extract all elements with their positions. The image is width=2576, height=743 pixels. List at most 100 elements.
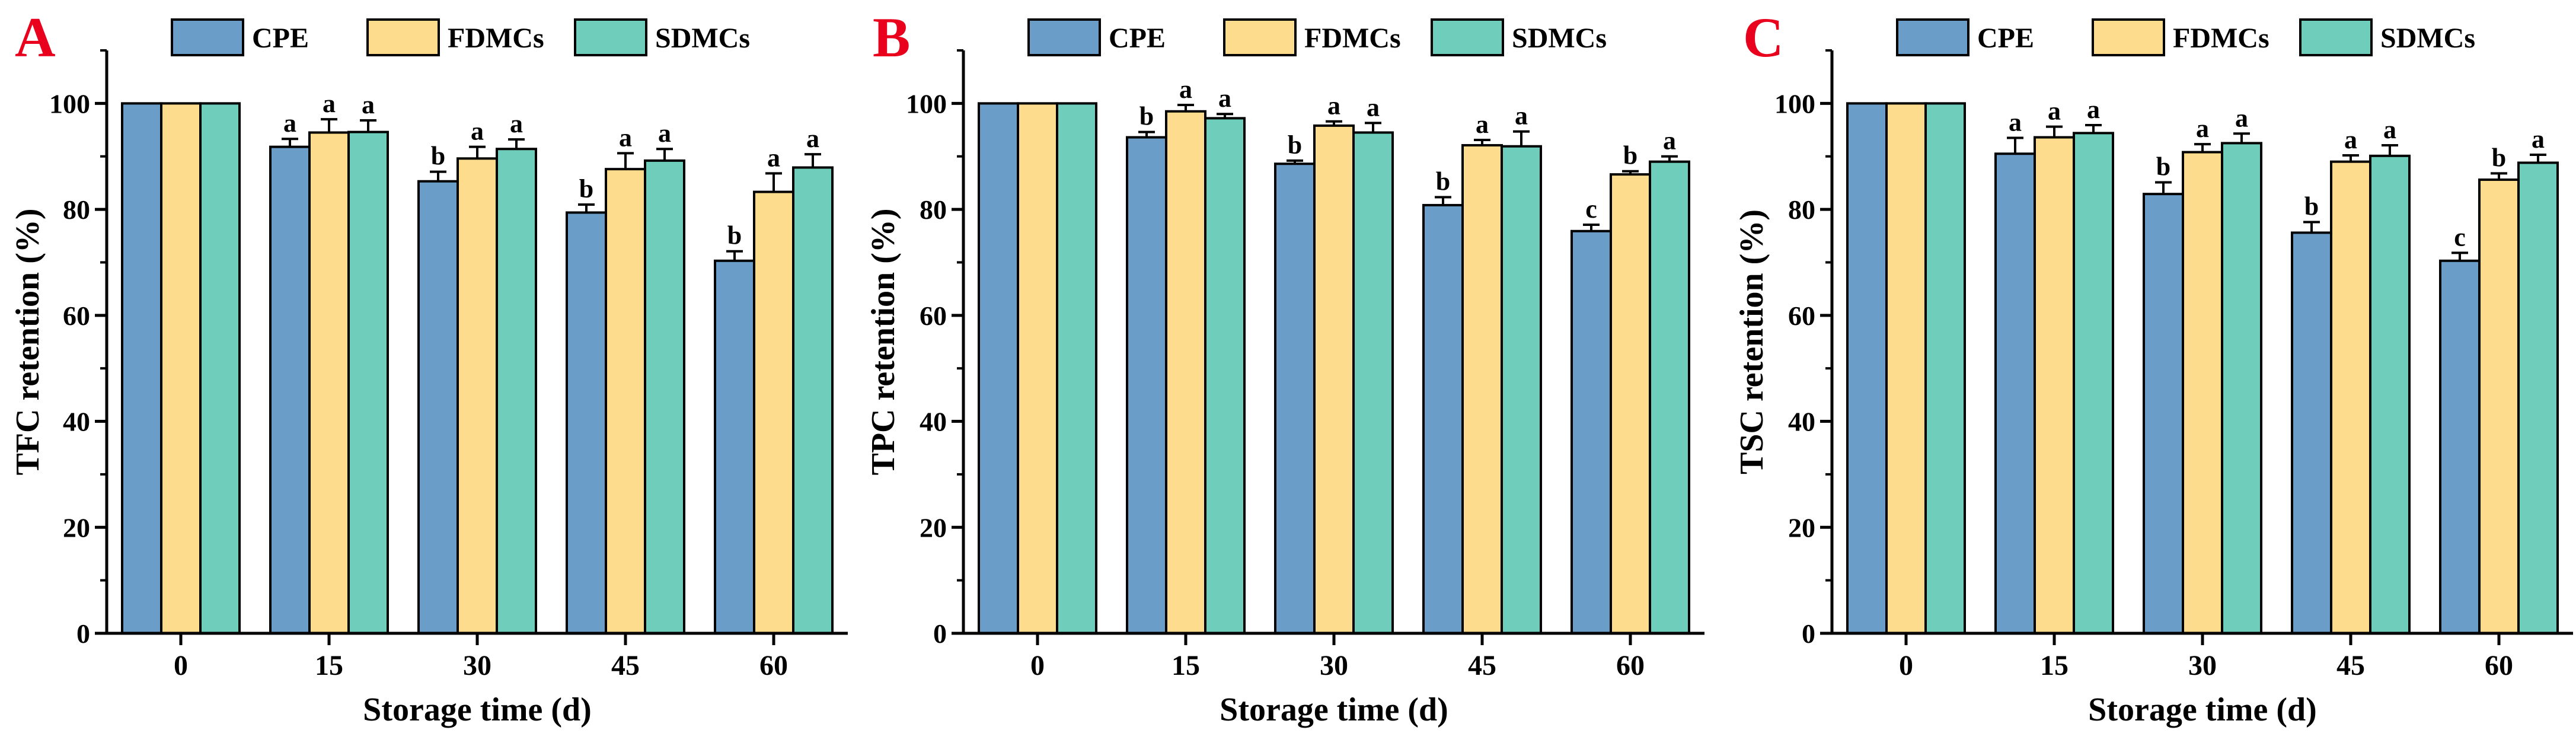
bar-cpe-60 — [1571, 229, 1612, 635]
y-tick-label: 60 — [920, 301, 947, 331]
y-tick-label: 40 — [63, 407, 90, 437]
y-tick-label: 0 — [933, 618, 947, 649]
bar-sdmcs-0 — [199, 102, 241, 634]
significance-letter: a — [510, 109, 523, 138]
bar-fdmcs-15 — [2034, 136, 2075, 635]
bar-fdmcs-30 — [457, 157, 498, 634]
x-tick-label: 60 — [2485, 650, 2513, 681]
significance-letter: a — [806, 124, 819, 153]
significance-letter: a — [1663, 126, 1676, 155]
bar-cpe-0 — [1846, 102, 1888, 634]
bar-fdmcs-0 — [1885, 102, 1927, 634]
y-tick-label: 60 — [1788, 301, 1815, 331]
bar-cpe-15 — [1126, 136, 1167, 635]
bar-cpe-60 — [2439, 259, 2481, 635]
legend: CPE FDMCs SDMCs — [1896, 18, 2475, 56]
bar-sdmcs-45 — [2369, 154, 2411, 635]
significance-letter: a — [2196, 114, 2209, 143]
legend-label-fdmcs: FDMCs — [1304, 23, 1401, 54]
legend-swatch-fdmcs — [2092, 18, 2165, 56]
significance-letter: b — [727, 221, 742, 250]
bar-fdmcs-60 — [2478, 178, 2520, 634]
legend-label-sdmcs: SDMCs — [655, 23, 750, 54]
significance-letter: a — [1327, 91, 1340, 120]
bar-cpe-60 — [714, 259, 755, 635]
bar-fdmcs-15 — [308, 131, 350, 635]
legend: CPE FDMCs SDMCs — [1027, 18, 1607, 56]
x-axis-title: Storage time (d) — [1220, 691, 1448, 728]
bar-cpe-15 — [269, 145, 311, 634]
bar-sdmcs-60 — [792, 166, 834, 634]
bar-cpe-30 — [1274, 162, 1316, 635]
bar-sdmcs-30 — [2221, 142, 2262, 635]
bar-cpe-0 — [978, 102, 1019, 634]
legend-label-fdmcs: FDMCs — [2173, 23, 2269, 54]
bar-fdmcs-45 — [1461, 144, 1503, 634]
bar-cpe-45 — [2291, 231, 2332, 635]
bar-cpe-45 — [1422, 203, 1464, 634]
bar-fdmcs-15 — [1165, 110, 1206, 634]
bar-sdmcs-45 — [1501, 145, 1542, 635]
legend-label-fdmcs: FDMCs — [448, 23, 544, 54]
y-tick-label: 80 — [1788, 194, 1815, 225]
significance-letter: c — [2454, 222, 2466, 251]
legend: CPE FDMCs SDMCs — [171, 18, 750, 56]
bar-fdmcs-60 — [1610, 173, 1651, 634]
significance-letter: a — [767, 143, 780, 172]
significance-letter: a — [283, 109, 296, 138]
panel-letter: C — [1743, 6, 1784, 69]
x-axis-title: Storage time (d) — [363, 691, 592, 728]
significance-letter: b — [579, 174, 593, 203]
legend-swatch-sdmcs — [1431, 18, 1504, 56]
x-tick-label: 15 — [315, 650, 343, 681]
significance-letter: b — [2304, 192, 2319, 221]
legend-swatch-cpe — [171, 18, 244, 56]
bar-fdmcs-45 — [2330, 160, 2371, 634]
y-tick-label: 60 — [63, 301, 90, 331]
x-tick-label: 30 — [2188, 650, 2217, 681]
x-tick-label: 15 — [2040, 650, 2069, 681]
significance-letter: a — [1179, 75, 1192, 104]
y-tick-label: 100 — [906, 88, 947, 119]
significance-letter: b — [1436, 167, 1450, 196]
bar-cpe-30 — [417, 180, 459, 634]
bar-fdmcs-30 — [1313, 124, 1355, 634]
y-axis-title: TFC retention (%) — [9, 209, 46, 476]
bar-sdmcs-60 — [2517, 161, 2559, 634]
bar-sdmcs-0 — [1056, 102, 1097, 634]
significance-letter: a — [1367, 93, 1380, 122]
y-tick-label: 20 — [920, 512, 947, 543]
x-axis-title: Storage time (d) — [2088, 691, 2317, 728]
legend-swatch-cpe — [1027, 18, 1101, 56]
panel-letter: A — [15, 6, 56, 69]
bar-sdmcs-15 — [2073, 132, 2114, 634]
legend-swatch-sdmcs — [574, 18, 647, 56]
bar-sdmcs-30 — [1352, 131, 1394, 635]
significance-letter: b — [431, 142, 445, 171]
x-tick-label: 0 — [1899, 650, 1913, 681]
x-tick-label: 45 — [611, 650, 640, 681]
y-tick-label: 40 — [920, 407, 947, 437]
y-tick-label: 80 — [920, 194, 947, 225]
significance-letter: a — [1515, 101, 1528, 130]
legend-swatch-cpe — [1896, 18, 1969, 56]
significance-letter: b — [1623, 141, 1637, 170]
x-tick-label: 0 — [1030, 650, 1045, 681]
bar-sdmcs-0 — [1924, 102, 1966, 634]
legend-swatch-fdmcs — [366, 18, 440, 56]
bar-cpe-0 — [121, 102, 162, 634]
significance-letter: a — [323, 89, 336, 118]
y-axis-title: TSC retention (%) — [1734, 209, 1770, 474]
legend-label-sdmcs: SDMCs — [2380, 23, 2475, 54]
y-tick-label: 100 — [1774, 88, 1815, 119]
bar-fdmcs-0 — [1017, 102, 1058, 634]
x-tick-label: 0 — [174, 650, 188, 681]
y-tick-label: 20 — [63, 512, 90, 543]
significance-letter: a — [1476, 110, 1489, 139]
bar-sdmcs-45 — [644, 159, 685, 635]
bar-sdmcs-15 — [347, 130, 389, 634]
